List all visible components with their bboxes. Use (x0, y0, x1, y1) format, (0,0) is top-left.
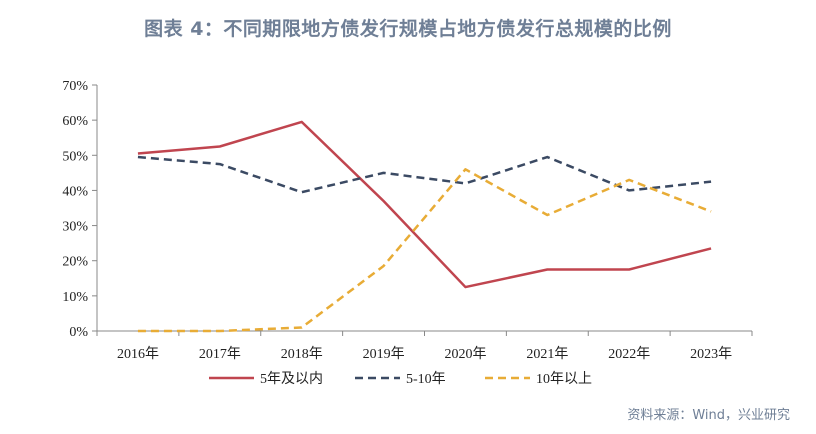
source-note: 资料来源：Wind，兴业研究 (627, 408, 790, 423)
y-tick-label: 50% (62, 149, 88, 164)
chart-title: 图表 4：不同期限地方债发行规模占地方债发行总规模的比例 (144, 18, 672, 40)
legend-label-2: 5-10年 (406, 371, 446, 387)
x-tick-label: 2017年 (199, 346, 241, 362)
x-tick-label: 2022年 (608, 346, 650, 362)
y-tick-label: 0% (69, 325, 88, 340)
y-tick-label: 10% (62, 290, 88, 305)
legend-label-1: 5年及以内 (260, 371, 323, 387)
y-tick-label: 30% (62, 220, 88, 235)
x-tick-label: 2019年 (363, 346, 405, 362)
x-tick-label: 2021年 (526, 346, 568, 362)
series-line-1 (137, 120, 712, 289)
y-tick-label: 70% (62, 79, 88, 94)
x-tick-label: 2020年 (444, 346, 486, 362)
series-line-2 (137, 155, 712, 194)
series-line-3 (137, 168, 712, 333)
x-tick-label: 2023年 (690, 346, 732, 362)
x-tick-label: 2016年 (117, 346, 159, 362)
y-tick-label: 20% (62, 255, 88, 270)
y-tick-label: 40% (62, 184, 88, 199)
y-tick-label: 60% (62, 114, 88, 129)
x-tick-label: 2018年 (281, 346, 323, 362)
legend-label-3: 10年以上 (536, 371, 592, 387)
